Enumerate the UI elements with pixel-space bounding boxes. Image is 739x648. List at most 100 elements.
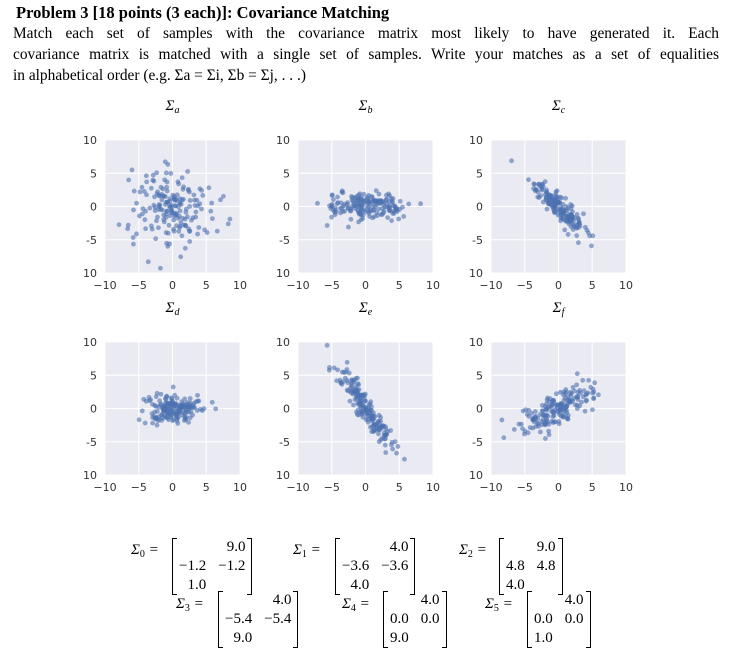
scatter-point [527, 425, 533, 430]
scatter-point [170, 384, 176, 390]
matrix-bracket-right [247, 538, 252, 595]
scatter-point [564, 407, 569, 413]
scatter-point [395, 444, 401, 449]
scatter-point [344, 367, 350, 372]
scatter-point [572, 402, 578, 408]
matrix-entry: −1.2 [218, 558, 246, 574]
scatter-point [190, 215, 196, 221]
y-tick-label: 5 [476, 167, 483, 180]
scatter-point [200, 193, 206, 198]
y-tick-label: -5 [279, 436, 290, 449]
x-tick-label: 5 [396, 481, 403, 494]
y-tick-label: 10 [276, 134, 290, 147]
scatter-point [358, 405, 364, 410]
scatter-point [552, 210, 557, 216]
scatter-point [362, 207, 367, 213]
x-tick-label: 0 [362, 279, 369, 292]
scatter-point [354, 198, 359, 204]
scatter-point [579, 399, 584, 405]
scatter-point [186, 419, 191, 425]
scatter-point [559, 206, 565, 212]
panel-title-subscript: c [560, 105, 566, 116]
scatter-point [596, 392, 601, 398]
scatter-point [360, 216, 366, 221]
scatter-point [553, 189, 559, 195]
scatter-point [394, 450, 399, 456]
panel-title-symbol: Σ [358, 300, 368, 316]
scatter-point [366, 193, 372, 198]
scatter-point [345, 200, 350, 206]
scatter-point [576, 225, 581, 231]
matrix-entry: 4.0 [272, 592, 292, 608]
scatter-point [140, 211, 145, 217]
scatter-point [193, 209, 199, 215]
scatter-point [562, 227, 568, 233]
scatter-point [563, 391, 568, 397]
scatter-point [168, 171, 174, 176]
x-tick-label: −10 [479, 481, 502, 494]
scatter-point [365, 419, 371, 425]
scatter-point [583, 392, 589, 398]
scatter-point [151, 178, 157, 184]
scatter-point [556, 402, 561, 408]
scatter-point [195, 392, 200, 398]
scatter-point [529, 410, 535, 416]
scatter-point [214, 228, 220, 234]
matrix-entry: 0.0 [564, 611, 584, 627]
scatter-point [575, 389, 581, 395]
scatter-point [349, 197, 355, 203]
panel-title-subscript: a [174, 105, 180, 116]
x-tick-label: −5 [517, 279, 533, 292]
matrix-entry: 4.0 [564, 592, 584, 608]
scatter-point [331, 365, 337, 371]
scatter-point [581, 388, 587, 394]
matrix-symbol: Σ [485, 596, 494, 612]
scatter-point [379, 424, 385, 430]
scatter-point [177, 196, 183, 202]
scatter-point [554, 194, 560, 200]
scatter-point [156, 207, 162, 213]
scatter-point [373, 188, 379, 194]
scatter-point [524, 411, 530, 417]
scatter-point [348, 216, 354, 222]
scatter-point [574, 233, 580, 239]
scatter-point [349, 377, 355, 383]
scatter-point [377, 201, 383, 207]
scatter-point [367, 207, 373, 213]
panel-title-symbol: Σ [551, 98, 561, 114]
scatter-point [388, 196, 394, 201]
scatter-point [354, 396, 360, 402]
scatter-point [540, 181, 545, 187]
scatter-point [543, 436, 548, 441]
scatter-point [372, 204, 378, 209]
scatter-point [134, 231, 139, 237]
y-tick-label: 0 [90, 201, 97, 214]
y-tick-label: 10 [276, 267, 290, 280]
scatter-point [591, 396, 596, 402]
scatter-point [187, 204, 193, 209]
scatter-point [150, 420, 156, 426]
statement-line-1: Match each set of samples with the covar… [13, 25, 719, 42]
scatter-point [351, 402, 356, 408]
x-tick-label: −5 [324, 481, 340, 494]
equals-sign: = [472, 542, 487, 558]
problem-statement: Match each set of samples with the covar… [13, 23, 719, 86]
scatter-point [591, 389, 597, 395]
scatter-point [397, 198, 403, 204]
scatter-point [544, 416, 550, 422]
scatter-point [563, 195, 568, 201]
x-tick-label: 5 [589, 481, 596, 494]
scatter-point [348, 385, 354, 391]
scatter-point [567, 389, 573, 395]
y-tick-label: 10 [469, 469, 483, 482]
matrix-bracket-right [558, 538, 563, 595]
scatter-point [372, 197, 378, 203]
scatter-point [378, 418, 384, 424]
x-tick-label: −5 [131, 279, 147, 292]
scatter-point [376, 206, 382, 212]
scatter-point [171, 226, 176, 232]
scatter-point [147, 205, 153, 211]
scatter-point [160, 408, 166, 414]
